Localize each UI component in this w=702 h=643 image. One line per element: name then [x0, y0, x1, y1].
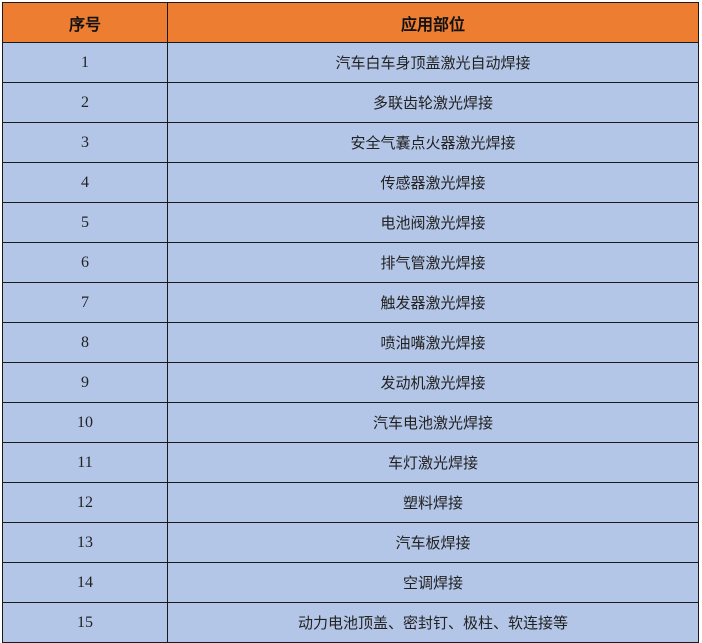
table-row: 3 安全气囊点火器激光焊接 [2, 122, 699, 163]
row-part: 汽车电池激光焊接 [167, 402, 699, 443]
header-row: 序号 应用部位 [2, 2, 699, 43]
header-index: 序号 [2, 2, 168, 43]
table-row: 2 多联齿轮激光焊接 [2, 82, 699, 123]
row-part: 传感器激光焊接 [167, 162, 699, 203]
row-index: 9 [2, 362, 168, 403]
table-row: 4 传感器激光焊接 [2, 162, 699, 203]
table-row: 8 喷油嘴激光焊接 [2, 322, 699, 363]
table-row: 6 排气管激光焊接 [2, 242, 699, 283]
row-part: 动力电池顶盖、密封钉、极柱、软连接等 [167, 602, 699, 643]
header-part: 应用部位 [167, 2, 699, 43]
row-index: 10 [2, 402, 168, 443]
row-part: 塑料焊接 [167, 482, 699, 523]
row-part: 多联齿轮激光焊接 [167, 82, 699, 123]
row-part: 触发器激光焊接 [167, 282, 699, 323]
row-index: 13 [2, 522, 168, 563]
row-index: 5 [2, 202, 168, 243]
table-row: 12 塑料焊接 [2, 482, 699, 523]
row-index: 1 [2, 42, 168, 83]
row-index: 15 [2, 602, 168, 643]
row-part: 排气管激光焊接 [167, 242, 699, 283]
table-row: 9 发动机激光焊接 [2, 362, 699, 403]
row-index: 6 [2, 242, 168, 283]
table-row: 11 车灯激光焊接 [2, 442, 699, 483]
table-row: 5 电池阀激光焊接 [2, 202, 699, 243]
table-row: 10 汽车电池激光焊接 [2, 402, 699, 443]
table-row: 15 动力电池顶盖、密封钉、极柱、软连接等 [2, 602, 699, 643]
row-part: 汽车白车身顶盖激光自动焊接 [167, 42, 699, 83]
row-index: 14 [2, 562, 168, 603]
row-index: 7 [2, 282, 168, 323]
row-index: 12 [2, 482, 168, 523]
row-part: 汽车板焊接 [167, 522, 699, 563]
table-row: 7 触发器激光焊接 [2, 282, 699, 323]
row-index: 3 [2, 122, 168, 163]
row-index: 8 [2, 322, 168, 363]
row-part: 安全气囊点火器激光焊接 [167, 122, 699, 163]
table-row: 14 空调焊接 [2, 562, 699, 603]
row-part: 喷油嘴激光焊接 [167, 322, 699, 363]
row-part: 发动机激光焊接 [167, 362, 699, 403]
row-part: 空调焊接 [167, 562, 699, 603]
row-index: 2 [2, 82, 168, 123]
row-part: 车灯激光焊接 [167, 442, 699, 483]
table-row: 1 汽车白车身顶盖激光自动焊接 [2, 42, 699, 83]
table-row: 13 汽车板焊接 [2, 522, 699, 563]
row-part: 电池阀激光焊接 [167, 202, 699, 243]
row-index: 11 [2, 442, 168, 483]
row-index: 4 [2, 162, 168, 203]
